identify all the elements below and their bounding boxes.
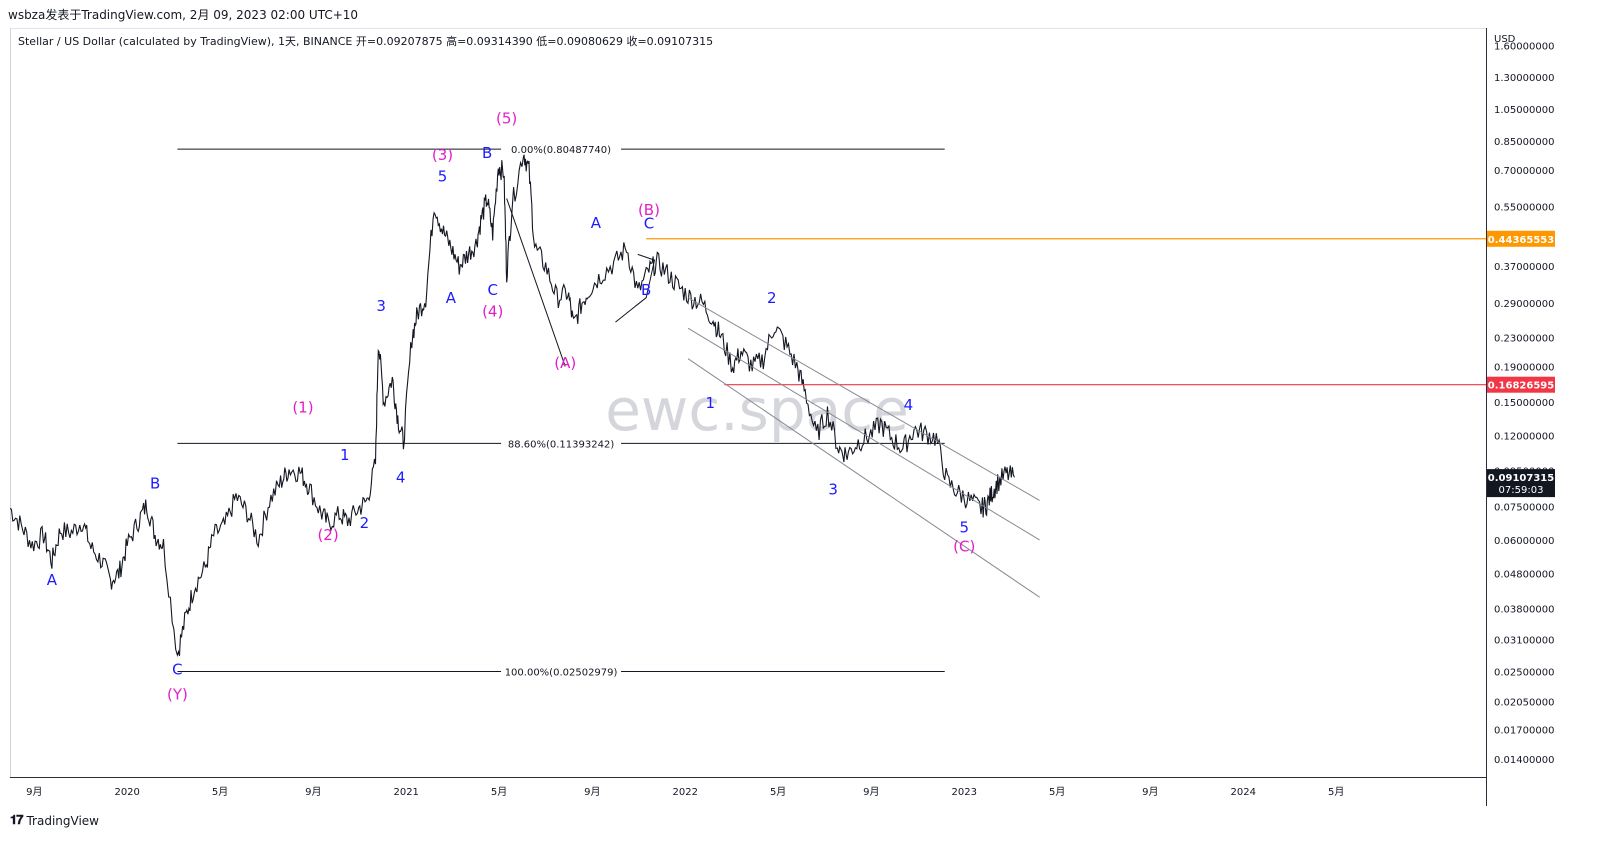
time-tick-label: 9月 [863,786,879,798]
last-price-value: 0.09107315 [1488,473,1554,484]
channel-line [687,327,1040,541]
wave-label: (2) [317,526,338,544]
price-tick-label: 0.02050000 [1494,698,1554,709]
wave-label: 4 [396,468,406,486]
fib-level-label: 0.00%(0.80487740) [511,145,611,156]
fib-level-label: 88.60%(0.11393242) [508,439,614,450]
time-tick-label: 5月 [491,786,507,798]
price-tick-label: 0.01400000 [1494,755,1554,766]
footer-brand: TradingView [26,813,99,828]
wave-label: C [487,281,497,299]
price-tick-label: 0.07500000 [1494,502,1554,513]
price-tick-label: 0.23000000 [1494,334,1554,345]
wave-label: 4 [904,396,914,414]
price-tick-label: 0.85000000 [1494,137,1554,148]
wave-trend-line [506,198,566,367]
wave-label: B [641,281,651,299]
chart-area[interactable] [10,28,1487,777]
price-tick-label: 0.70000000 [1494,166,1554,177]
wave-label: B [482,144,492,162]
wave-label: (B) [638,201,660,219]
time-tick-label: 5月 [1049,786,1065,798]
time-tick-label: 2023 [952,787,977,798]
wave-label: A [47,571,58,589]
time-tick-label: 9月 [26,786,42,798]
publish-line: wsbza发表于TradingView.com, 2月 09, 2023 02:… [8,8,359,22]
wave-label: A [591,214,602,232]
price-tick-label: 0.29000000 [1494,299,1554,310]
wave-label: (4) [482,302,503,320]
bar-countdown: 07:59:03 [1499,485,1544,496]
time-tick-label: 9月 [305,786,321,798]
wave-label: (5) [496,109,517,127]
price-tick-label: 0.37000000 [1494,262,1554,273]
tradingview-logo-icon: 𝟏𝟕 [10,813,24,828]
wave-label: (A) [554,354,576,372]
price-tick-label: 1.60000000 [1494,42,1554,53]
key-level-tag [1487,230,1555,247]
price-axis[interactable] [1486,28,1603,806]
price-tick-label: 0.04800000 [1494,569,1554,580]
wave-label: B [150,474,160,492]
price-axis-unit: USD [1494,34,1516,45]
time-tick-label: 5月 [212,786,228,798]
time-tick-label: 5月 [1328,786,1344,798]
price-series-line [9,154,1015,657]
price-tick-label: 0.19000000 [1494,362,1554,373]
price-tick-label: 0.15000000 [1494,398,1554,409]
wave-label: (3) [432,146,453,164]
wave-triangle-line [615,253,656,323]
wave-label: (1) [292,398,313,416]
channel-line [687,358,1040,598]
wave-label: 3 [376,297,386,315]
time-tick-label: 2022 [672,787,697,798]
key-level-tag [1487,376,1555,393]
time-tick-label: 5月 [770,786,786,798]
watermark-text: ewc.space [605,376,909,444]
wave-label: A [446,289,457,307]
channel-line [687,297,1040,501]
time-tick-label: 9月 [584,786,600,798]
price-tick-label: 1.30000000 [1494,73,1554,84]
wave-label: (C) [953,538,975,556]
wave-label: C [644,215,654,233]
price-tick-label: 0.06000000 [1494,536,1554,547]
wave-label: 2 [767,289,777,307]
price-tick-label: 0.02500000 [1494,668,1554,679]
wave-label: 1 [706,394,716,412]
price-tick-label: 1.05000000 [1494,105,1554,116]
wave-label: 3 [828,481,838,499]
price-tick-label: 0.03100000 [1494,635,1554,646]
last-price-tag [1487,469,1555,498]
wave-label: C [172,661,182,679]
time-tick-label: 9月 [1142,786,1158,798]
wave-label: 1 [340,446,350,464]
price-tick-label: 0.01700000 [1494,726,1554,737]
fib-level-label: 100.00%(0.02502979) [505,667,618,678]
wave-label: 5 [959,519,969,537]
time-axis[interactable] [10,777,1486,806]
price-tick-label: 0.12000000 [1494,432,1554,443]
price-chart[interactable]: ewc.space 0.00%(0.80487740) 88.60%(0.11393… [0,0,1603,808]
key-level-value: 0.16826595 [1488,381,1554,392]
footer: 𝟏𝟕 TradingView [10,813,99,828]
key-level-value: 0.44365553 [1488,235,1554,246]
symbol-legend: Stellar / US Dollar (calculated by Tradi… [18,35,714,48]
wave-label: 2 [360,514,370,532]
wave-label: 5 [438,167,448,185]
wave-label: (Y) [167,685,188,703]
price-tick-label: 0.55000000 [1494,202,1554,213]
time-tick-label: 2024 [1231,787,1256,798]
time-tick-label: 2020 [114,787,139,798]
time-tick-label: 2021 [393,787,418,798]
price-tick-label: 0.03800000 [1494,605,1554,616]
